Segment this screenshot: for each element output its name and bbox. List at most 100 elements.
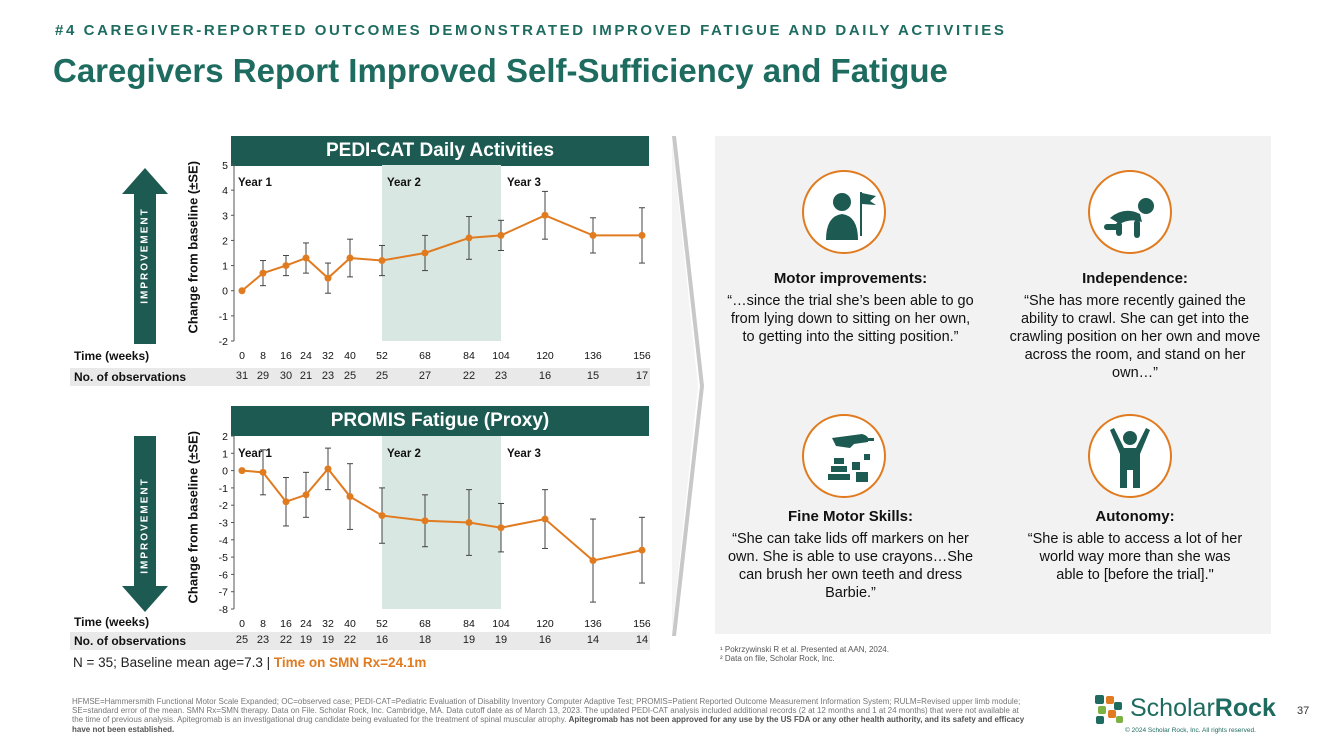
chart2-observation-count: 19	[321, 634, 335, 646]
chart1-ytick-label: 5	[222, 160, 228, 172]
chart1-data-point	[282, 262, 290, 270]
chart2-observation-count: 16	[538, 634, 552, 646]
chart1-data-point	[638, 231, 646, 239]
chart2-data-point	[302, 491, 310, 499]
chart2-observation-count: 19	[299, 634, 313, 646]
chart1-xtick-label: 84	[463, 350, 475, 362]
chart1-data-point	[378, 257, 386, 265]
chart2-ytick-label: -2	[219, 500, 228, 512]
chart2-data-point	[378, 512, 386, 520]
chart2-data-point	[421, 517, 429, 525]
chart1-observation-count: 22	[462, 370, 476, 382]
chart1-observation-count: 29	[256, 370, 270, 382]
chart1-xtick-label: 0	[239, 350, 245, 362]
chart1-observation-count: 30	[279, 370, 293, 382]
improvement-label-2: IMPROVEMENT	[139, 477, 151, 574]
chart2-ytick-label: 0	[222, 466, 228, 478]
chart1-observation-count: 27	[418, 370, 432, 382]
chart2-data-point	[589, 557, 597, 565]
chart1-xtick-label: 136	[584, 350, 602, 362]
chart1-xtick-label: 104	[492, 350, 510, 362]
fine-motor-icon	[802, 414, 886, 498]
footer-abbreviations-text: HFMSE=Hammersmith Functional Motor Scale…	[72, 697, 1021, 725]
chart1-xtick-label: 120	[536, 350, 554, 362]
chart2-year-label: Year 1	[238, 448, 272, 460]
chart2-observation-count: 19	[462, 634, 476, 646]
chart2-data-point	[638, 546, 646, 554]
logo-text-scholar: Scholar	[1130, 694, 1215, 722]
chart2-xtick-label: 8	[260, 618, 266, 630]
chart1-data-point	[238, 287, 246, 295]
chart2-xtick-label: 16	[280, 618, 292, 630]
quote4-heading: Autonomy:	[1095, 508, 1175, 525]
quote3-text: “She can take lids off markers on her ow…	[727, 531, 974, 601]
improvement-up-arrow-icon	[122, 168, 168, 344]
chart2-title: PROMIS Fatigue (Proxy)	[231, 406, 649, 436]
chart2-observation-count: 19	[494, 634, 508, 646]
chart1-observation-count: 25	[375, 370, 389, 382]
chart1-observations-bar	[70, 368, 650, 386]
chart2-observation-count: 14	[586, 634, 600, 646]
chart2-observation-count: 16	[375, 634, 389, 646]
chart1-observation-count: 16	[538, 370, 552, 382]
quote3-heading: Fine Motor Skills:	[787, 508, 913, 525]
footnote-ref2: ² Data on file, Scholar Rock, Inc.	[720, 654, 835, 663]
sample-summary-text: N = 35; Baseline mean age=7.3 |	[73, 655, 274, 670]
chart1-year-label: Year 2	[387, 177, 421, 189]
crawling-baby-icon	[1088, 170, 1172, 254]
autonomy-icon	[1088, 414, 1172, 498]
chart1-observation-count: 21	[299, 370, 313, 382]
chart1-xtick-label: 8	[260, 350, 266, 362]
chart2-xtick-label: 84	[463, 618, 475, 630]
footer-abbreviations: HFMSE=Hammersmith Functional Motor Scale…	[72, 697, 1032, 734]
chart2-ytick-label: -5	[219, 552, 228, 564]
chart2-xtick-label: 120	[536, 618, 554, 630]
chart1-observations-row: 31 29 30 21 23 25 25 27 22 23 16 15 17	[0, 370, 648, 386]
chart2-xtick-label: 40	[344, 618, 356, 630]
chart1-xtick-label: 40	[344, 350, 356, 362]
chart1-ytick-label: 1	[222, 261, 228, 273]
chart2-ytick-label: -1	[219, 483, 228, 495]
chart1-title: PEDI-CAT Daily Activities	[231, 136, 649, 166]
chart2-observations-row: 25 23 22 19 19 22 16 18 19 19 16 14 14	[0, 634, 648, 650]
improvement-down-arrow-icon	[122, 436, 168, 612]
footer-disclaimer: Apitegromab has not been approved for an…	[72, 715, 1025, 734]
chart2-data-point	[282, 498, 290, 506]
chart2-ytick-label: 1	[222, 448, 228, 460]
chart2-year-label: Year 3	[507, 448, 541, 460]
chart1-ytick-label: -1	[219, 311, 228, 323]
chart1-year-label: Year 3	[507, 177, 541, 189]
chart2-observations-bar	[70, 632, 650, 650]
chart1-year-label: Year 1	[238, 177, 272, 189]
chart2-ytick-label: -6	[219, 569, 228, 581]
chevron-divider	[672, 136, 704, 636]
chart2-ytick-label: 2	[222, 431, 228, 443]
chart2-xtick-label: 156	[633, 618, 651, 630]
chart2-observation-count: 22	[279, 634, 293, 646]
chart2-xtick-label: 32	[322, 618, 334, 630]
chart1-year2-shade	[382, 165, 501, 341]
chart2-ytick-label: -4	[219, 535, 228, 547]
chart2-observation-count: 22	[343, 634, 357, 646]
chart2-ylabel: Change from baseline (±SE)	[185, 430, 201, 604]
chart1-data-point	[259, 269, 267, 277]
chart1-observation-count: 25	[343, 370, 357, 382]
chart2-xtick-label: 0	[239, 618, 245, 630]
footnote-ref1: ¹ Pokrzywinski R et al. Presented at AAN…	[720, 645, 889, 654]
page-number: 37	[1297, 705, 1310, 717]
logo-text-rock: Rock	[1214, 694, 1276, 722]
sample-summary: N = 35; Baseline mean age=7.3 | Time on …	[73, 655, 426, 670]
chart2-xtick-label: 136	[584, 618, 602, 630]
chart2-observation-count: 14	[635, 634, 649, 646]
chart2-year2-shade	[382, 436, 501, 609]
chart2-xtick-label: 104	[492, 618, 510, 630]
chart2-data-point	[259, 468, 267, 476]
chart2-xtick-label: 52	[376, 618, 388, 630]
chart1-ytick-label: 0	[222, 286, 228, 298]
improvement-label-1: IMPROVEMENT	[139, 207, 151, 304]
quote2-text: “She has more recently gained the abilit…	[1009, 293, 1261, 381]
chart1-data-point	[541, 211, 549, 219]
chart1-observation-count: 17	[635, 370, 649, 382]
chart1-observation-count: 31	[235, 370, 249, 382]
